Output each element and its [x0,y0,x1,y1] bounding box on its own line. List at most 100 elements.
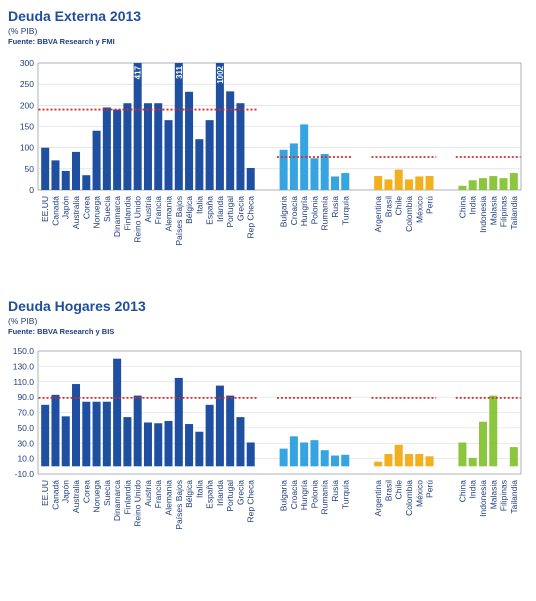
y-tick-label: 200 [20,100,34,110]
bar-tailandia [509,173,518,190]
bar-austria [143,422,152,467]
bar-tailandia [509,447,518,467]
x-tick-label-portugal: Portugal [225,480,235,512]
external-debt-panel: Deuda Externa 2013 (% PIB) Fuente: BBVA … [0,0,536,290]
x-tick-label-noruega: Noruega [92,480,102,513]
x-tick-label-peru: Perú [425,196,435,214]
bar-polonia [310,440,319,467]
x-tick-label-francia: Francia [153,196,163,225]
bar-filipinas [499,178,508,190]
y-tick-label: 30.0 [17,438,34,448]
y-tick-label: 250 [20,79,34,89]
bar-rep-checa [246,167,255,190]
y-tick-label: 70.0 [17,408,34,418]
x-tick-label-polonia: Polonia [309,480,319,509]
y-tick-label: 150.0 [13,346,35,356]
bar-mexico [415,176,424,190]
bar-colombia [404,454,413,467]
bar-australia [72,384,81,467]
x-tick-label-peru: Perú [425,480,435,498]
bar-bulgaria [279,448,288,467]
bar-chile [394,444,403,467]
x-tick-label-espana: España [205,196,215,225]
y-tick-label: 130.0 [13,361,35,371]
x-tick-label-belgica: Bélgica [184,480,194,508]
x-tick-label-rumania: Rumanía [320,196,330,231]
chart-source: Fuente: BBVA Research y FMI [8,37,115,46]
bar-ee-uu [41,147,50,190]
x-tick-label-croacia: Croacia [289,196,299,226]
bar-turquia [341,173,350,190]
bar-china [458,185,467,190]
bar-dinamarca [113,109,122,190]
bar-malasia [489,176,498,190]
x-tick-label-japon: Japón [61,196,71,219]
bar-hungria [300,124,309,190]
x-tick-label-alemania: Alemania [164,196,174,232]
x-tick-label-rumania: Rumanía [320,480,330,515]
bar-indonesia [478,421,487,467]
bar-malasia [489,395,498,467]
x-tick-label-indonesia: Indonesia [478,480,488,517]
bar-ee-uu [41,404,50,467]
y-tick-label: 50 [25,164,35,174]
bar-corea [82,401,91,467]
x-tick-label-brasil: Brasil [383,196,393,217]
x-tick-label-rusia: Rusia [330,480,340,502]
x-tick-label-mexico: México [414,480,424,507]
bars [41,358,518,467]
bar-canada [51,160,60,190]
bar-rep-checa [246,442,255,467]
x-tick-label-ee-uu: EE.UU [40,480,50,506]
bar-brasil [384,454,393,467]
bar-turquia [341,454,350,467]
x-tick-label-dinamarca: Dinamarca [112,480,122,521]
bar-croacia [289,143,298,190]
x-tick-label-turquia: Turquía [340,196,350,225]
x-tick-label-hungria: Hungría [299,196,309,227]
x-tick-label-india: India [468,480,478,499]
x-tick-label-dinamarca: Dinamarca [112,196,122,237]
bar-bulgaria [279,149,288,190]
bar-china [458,442,467,467]
x-tick-label-finlandia: Finlandia [122,196,132,231]
bar-portugal [226,91,235,190]
x-tick-label-croacia: Croacia [289,480,299,510]
bar-irlanda [215,63,224,190]
bar-peru [425,456,434,467]
x-tick-label-rusia: Rusia [330,196,340,218]
bar-dinamarca [113,358,122,467]
bar-paises-bajos [174,63,183,190]
bar-suecia [102,107,111,190]
bar-alemania [164,420,173,467]
chart-subtitle: (% PIB) [8,26,38,36]
x-tick-label-reino-unido: Reino Unido [133,480,143,527]
x-tick-label-polonia: Polonia [309,196,319,225]
x-tick-label-india: India [468,196,478,215]
x-tick-label-paises-bajos: Países Bajos [174,196,184,246]
chart-title: Deuda Hogares 2013 [8,298,146,314]
x-tick-label-grecia: Grecia [235,196,245,221]
bar-reino-unido [133,395,142,467]
x-tick-label-japon: Japón [61,480,71,503]
x-tick-label-grecia: Grecia [235,480,245,505]
x-tick-label-chile: Chile [394,480,404,500]
x-tick-label-turquia: Turquía [340,480,350,509]
y-tick-label: 150 [20,122,34,132]
bar-india [468,180,477,190]
bar-rusia [330,176,340,190]
chart-source: Fuente: BBVA Research y BIS [8,327,115,336]
y-tick-label: 90.0 [17,392,34,402]
bar-grecia [236,417,245,467]
bar-australia [72,151,81,190]
x-tick-label-australia: Australia [71,480,81,513]
bar-polonia [310,158,319,190]
bar-argentina [374,176,383,190]
x-tick-label-corea: Corea [81,480,91,503]
x-tick-label-australia: Australia [71,196,81,229]
bar-alemania [164,120,173,190]
x-tick-label-indonesia: Indonesia [478,196,488,233]
bar-chile [394,169,403,190]
x-tick-label-reino-unido: Reino Unido [133,196,143,243]
bar-india [468,457,477,467]
